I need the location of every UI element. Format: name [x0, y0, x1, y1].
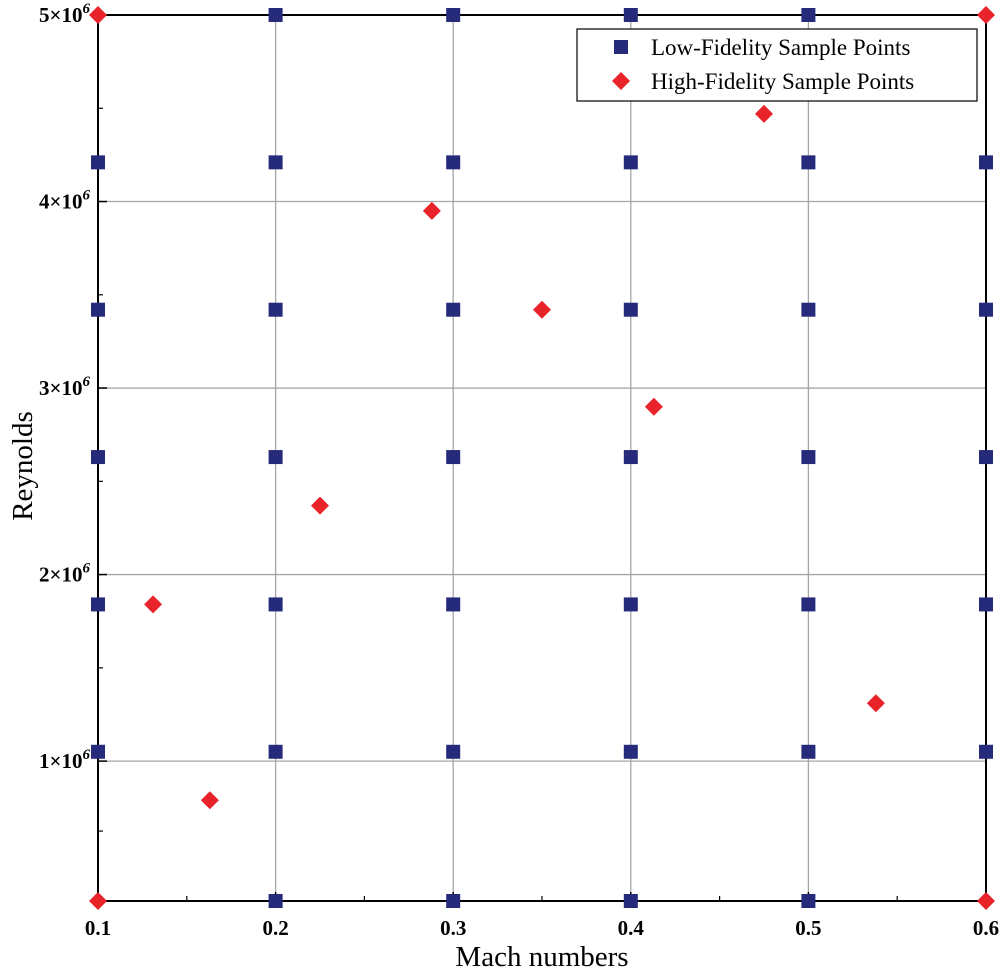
high-fidelity-point [866, 694, 885, 713]
legend-label-high-fidelity: High-Fidelity Sample Points [651, 69, 914, 94]
low-fidelity-point [801, 597, 816, 612]
low-fidelity-point [623, 744, 638, 759]
data-points [89, 6, 995, 910]
low-fidelity-point [268, 744, 283, 759]
high-fidelity-point [200, 791, 219, 810]
low-fidelity-point [91, 155, 105, 170]
low-fidelity-point [268, 8, 283, 22]
y-tick-label: 5×106 [39, 1, 90, 27]
low-fidelity-point [446, 302, 461, 317]
high-fidelity-point [977, 6, 995, 24]
low-fidelity-point [801, 8, 816, 22]
low-fidelity-point [979, 450, 993, 465]
low-fidelity-point [446, 8, 461, 22]
low-fidelity-point [91, 597, 105, 612]
low-fidelity-point [623, 155, 638, 170]
y-tick-label: 2×106 [39, 561, 90, 587]
low-fidelity-point [801, 155, 816, 170]
low-fidelity-point [446, 597, 461, 612]
low-fidelity-point [268, 450, 283, 465]
high-fidelity-point [89, 6, 107, 24]
grid-lines [97, 14, 987, 901]
low-fidelity-point [979, 597, 993, 612]
legend-box [576, 28, 978, 102]
low-fidelity-point [623, 450, 638, 465]
high-fidelity-point [644, 397, 663, 416]
x-tick-label: 0.2 [262, 916, 288, 940]
legend-label-low-fidelity: Low-Fidelity Sample Points [651, 35, 910, 60]
y-tick-label: 4×106 [39, 188, 90, 214]
low-fidelity-point [801, 894, 816, 908]
low-fidelity-point [801, 302, 816, 317]
y-tick-label: 3×106 [39, 374, 90, 400]
high-fidelity-point [977, 892, 995, 910]
low-fidelity-point [623, 597, 638, 612]
y-axis-title: Reynolds [7, 411, 39, 521]
high-fidelity-point [533, 300, 551, 319]
low-fidelity-point [91, 450, 105, 465]
low-fidelity-point [446, 744, 461, 759]
x-tick-label: 0.3 [440, 916, 466, 940]
x-tick-label: 0.1 [85, 916, 111, 940]
low-fidelity-point [801, 450, 816, 465]
low-fidelity-point [91, 744, 105, 759]
low-fidelity-point [979, 155, 993, 170]
legend: Low-Fidelity Sample Points High-Fidelity… [576, 28, 978, 102]
high-fidelity-point [311, 496, 329, 515]
axis-ticks [97, 14, 987, 901]
legend-square-marker [614, 40, 628, 54]
high-fidelity-point [89, 892, 107, 910]
x-tick-label: 0.6 [973, 916, 999, 940]
low-fidelity-point [979, 744, 993, 759]
x-axis-title: Mach numbers [455, 941, 628, 973]
low-fidelity-point [446, 894, 461, 908]
low-fidelity-point [268, 155, 283, 170]
legend-diamond-marker [612, 72, 630, 90]
low-fidelity-point [979, 302, 993, 317]
legend-diamond-marker [612, 72, 630, 90]
x-tick-labels: 0.1 0.2 0.3 0.4 0.5 0.6 [85, 916, 999, 940]
x-tick-label: 0.5 [795, 916, 821, 940]
low-fidelity-point [446, 155, 461, 170]
high-fidelity-point [144, 595, 163, 614]
legend-square-marker [614, 40, 628, 54]
low-fidelity-point [623, 302, 638, 317]
high-fidelity-point [422, 201, 441, 220]
low-fidelity-point [91, 302, 105, 317]
low-fidelity-point [446, 450, 461, 465]
low-fidelity-point [268, 597, 283, 612]
low-fidelity-point [623, 894, 638, 908]
low-fidelity-point [268, 894, 283, 908]
y-tick-label: 1×106 [39, 747, 90, 773]
high-fidelity-point [755, 104, 773, 123]
low-fidelity-point [268, 302, 283, 317]
y-tick-labels: 1×106 2×106 3×106 4×106 5×106 [39, 1, 90, 773]
low-fidelity-point [623, 8, 638, 22]
plot-frame [97, 14, 987, 902]
x-tick-label: 0.4 [618, 916, 645, 940]
low-fidelity-point [801, 744, 816, 759]
